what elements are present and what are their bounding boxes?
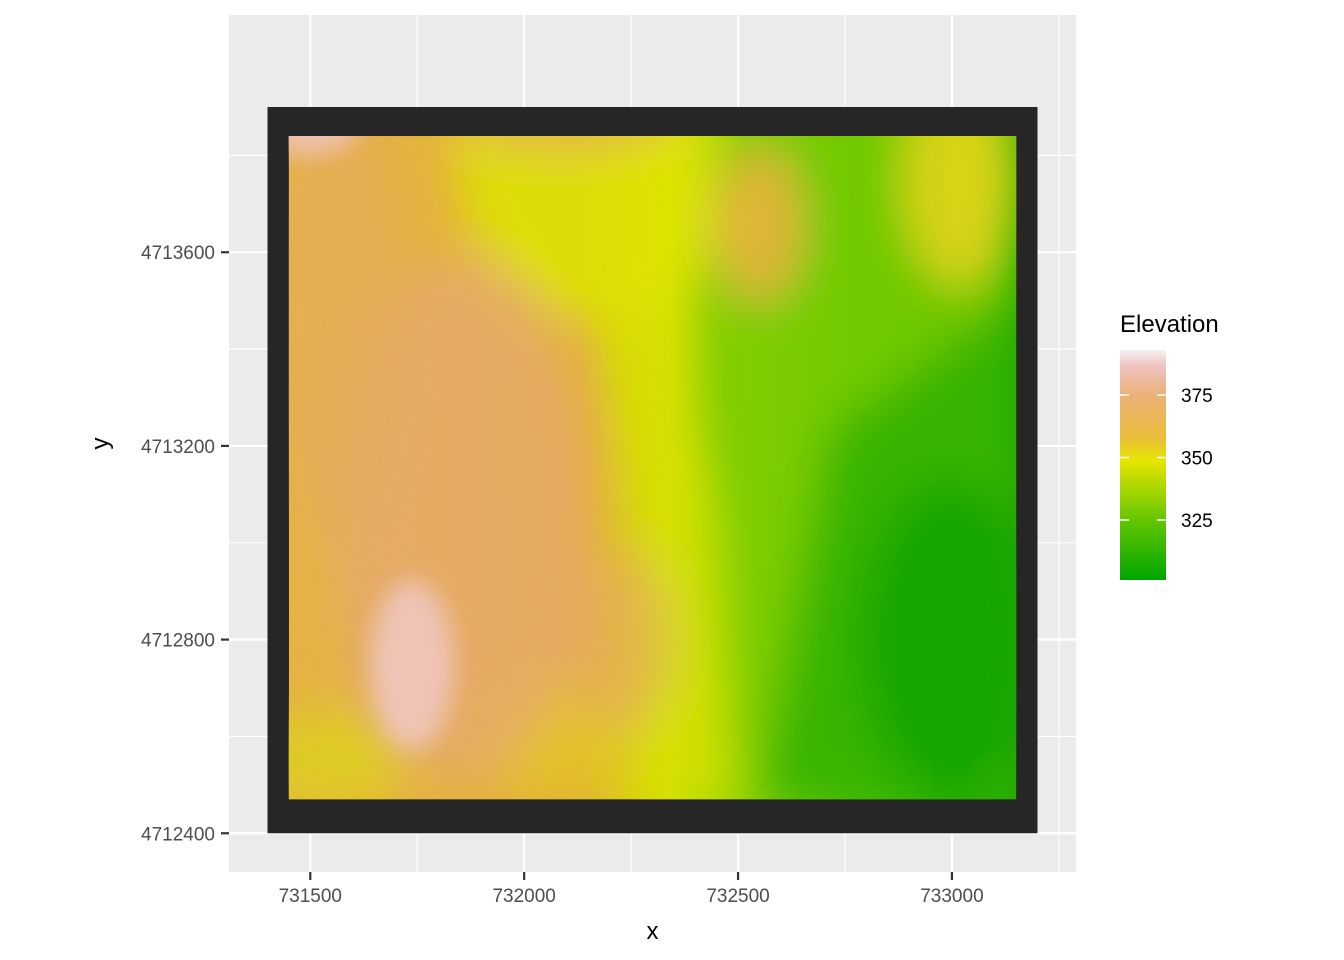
elevation-raster: [288, 136, 1017, 800]
y-tick-label: 4712800: [141, 631, 215, 652]
legend-ticks: 325 350 375: [1120, 386, 1213, 532]
legend-tick-label: 375: [1181, 386, 1213, 407]
lowland-deep: [860, 480, 1017, 800]
raster-peaks: [288, 136, 454, 750]
yellow-ridge: [600, 320, 740, 800]
orange-southwest: [565, 550, 675, 730]
legend-tick-label: 325: [1181, 511, 1213, 532]
peak-south: [370, 580, 454, 750]
legend: Elevation 325 350 375: [1120, 311, 1219, 580]
legend-tick-label: 350: [1181, 449, 1213, 470]
x-axis-title: x: [647, 918, 659, 945]
x-axis: 731500 732000 732500 733000: [279, 872, 984, 907]
raster-terrain-features: [288, 136, 1017, 800]
yellow-southwest: [288, 710, 410, 800]
x-tick-label: 733000: [920, 886, 983, 907]
orange-hill-knob: [715, 145, 805, 305]
y-tick-label: 4713600: [141, 243, 215, 264]
y-axis-title: y: [87, 438, 114, 450]
y-axis: 4712400 4712800 4713200 4713600: [141, 243, 229, 845]
legend-colorbar: [1120, 350, 1166, 580]
orange-west-ridge: [288, 136, 410, 540]
y-tick-label: 4712400: [141, 824, 215, 845]
legend-title: Elevation: [1120, 311, 1219, 338]
x-tick-label: 731500: [279, 886, 342, 907]
y-tick-label: 4713200: [141, 437, 215, 458]
x-tick-label: 732500: [706, 886, 769, 907]
yellow-northeast: [900, 136, 1017, 290]
yellow-north-plateau: [449, 136, 720, 330]
x-tick-label: 732000: [492, 886, 555, 907]
orange-north: [468, 136, 652, 150]
peak-northwest: [288, 136, 355, 155]
